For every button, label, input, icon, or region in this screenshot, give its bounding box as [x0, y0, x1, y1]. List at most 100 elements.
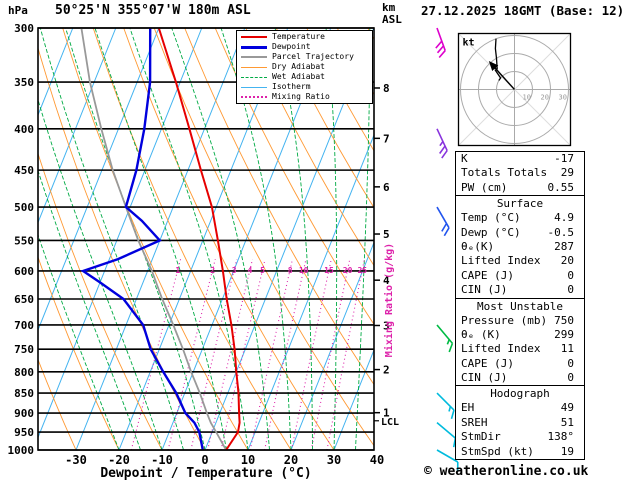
legend-label: Dry Adiabat — [272, 62, 325, 71]
storm-motion-arrow — [488, 60, 516, 90]
pressure-tick-label: 800 — [14, 366, 34, 379]
stat-row: K -17 — [456, 152, 584, 166]
stat-value: 287 — [554, 239, 574, 253]
stat-value: 51 — [560, 415, 574, 429]
pressure-tick-label: 900 — [14, 407, 34, 420]
mixing-ratio-value-label: 5 — [260, 266, 265, 275]
stat-label: CIN (J) — [461, 283, 508, 297]
stat-row: Dewp (°C) -0.5 — [456, 226, 584, 240]
wet-adiabat-line — [65, 28, 206, 450]
stat-label: StmSpd (kt) — [461, 444, 534, 458]
pressure-tick-label: 1000 — [8, 444, 35, 457]
dry-adiabat-line — [38, 358, 77, 450]
mixing-ratio-value-label: 10 — [299, 266, 309, 275]
lcl-label: LCL — [381, 417, 399, 428]
stats-panel: K -17 Totals Totals 29 PW (cm) 0.55 Surface Tem… — [455, 151, 585, 461]
legend-item: Dry Adiabat — [237, 62, 372, 72]
stat-value: 49 — [560, 401, 574, 415]
pressure-tick-label: 350 — [14, 76, 34, 89]
stat-value: 20 — [560, 254, 574, 268]
wind-barb — [436, 449, 459, 472]
stat-label: θₑ (K) — [461, 327, 501, 341]
isotherm-line — [333, 348, 374, 450]
legend-item: Isotherm — [237, 82, 372, 92]
isotherm-line — [38, 28, 117, 224]
mixing-ratio-line — [207, 258, 254, 450]
wind-barb — [436, 324, 454, 353]
pressure-tick-label: 850 — [14, 387, 34, 400]
mixing-ratio-value-label: 2 — [210, 266, 215, 275]
km-tick-label: 8 — [383, 82, 390, 95]
altitude-axis-unit: km ASL — [382, 2, 402, 26]
stat-value: 750 — [554, 313, 574, 327]
stat-row: Totals Totals 29 — [456, 166, 584, 180]
hodograph-ring-label: 20 — [541, 94, 549, 102]
mixing-ratio-value-label: 15 — [324, 266, 334, 275]
stats-section-most-unstable: Most Unstable Pressure (mb) 750 θₑ (K) 299 Li… — [456, 297, 584, 386]
stat-value: 0 — [567, 268, 574, 282]
isotherm-line — [247, 133, 374, 450]
hodograph-ring-label: 10 — [523, 94, 531, 102]
hodograph-frame — [457, 32, 572, 147]
temp-tick-label: 10 — [241, 453, 255, 467]
legend-label: Temperature — [272, 32, 325, 41]
mixing-ratio-line — [190, 258, 238, 450]
stat-row: Temp (°C) 4.9 — [456, 211, 584, 225]
km-tick-label: 5 — [383, 228, 390, 241]
km-tick-label: 7 — [383, 132, 390, 145]
wet-adiabat-line — [39, 28, 184, 450]
pressure-tick-label: 650 — [14, 293, 34, 306]
mixing-ratio-line — [264, 258, 307, 450]
stat-row: θₑ(K) 287 — [456, 240, 584, 254]
section-title: Most Unstable — [476, 299, 564, 313]
stat-value: 0 — [567, 356, 574, 370]
stat-row: CIN (J) 0 — [456, 371, 584, 385]
legend-label: Parcel Trajectory — [272, 52, 354, 61]
pressure-tick-label: 750 — [14, 343, 34, 356]
isotherm-line — [38, 28, 203, 439]
stat-label: Totals Totals — [461, 166, 548, 180]
temp-tick-label: 40 — [370, 453, 384, 467]
temperature-curve — [157, 28, 241, 450]
pressure-tick-label: 450 — [14, 164, 34, 177]
pressure-tick-label: 700 — [14, 319, 34, 332]
stat-value: 19 — [560, 444, 574, 458]
mixing-ratio-value-label: 4 — [248, 266, 253, 275]
stat-label: CIN (J) — [461, 371, 508, 385]
pressure-tick-label: 500 — [14, 201, 34, 214]
copyright-text: © weatheronline.co.uk — [424, 464, 589, 479]
stat-row: CIN (J) 0 — [456, 283, 584, 297]
stat-value: -17 — [554, 152, 574, 165]
legend-label: Isotherm — [272, 82, 311, 91]
legend-line-swatch — [241, 56, 267, 58]
stat-label: EH — [461, 401, 475, 415]
stat-label: CAPE (J) — [461, 268, 514, 282]
hodograph-ring — [496, 71, 533, 108]
stat-label: PW (cm) — [461, 180, 508, 194]
stat-label: θₑ(K) — [461, 239, 495, 253]
wind-barb — [436, 392, 455, 420]
stat-value: 0 — [567, 283, 574, 297]
stat-label: Pressure (mb) — [461, 313, 548, 327]
temp-tick-label: 0 — [201, 453, 208, 467]
wind-barb — [436, 206, 450, 237]
stat-row: Pressure (mb) 750 — [456, 314, 584, 328]
legend-line-swatch — [241, 96, 267, 98]
hodograph-unit-label: kt — [463, 38, 475, 49]
section-title: Surface — [496, 197, 544, 211]
plot-frame — [37, 27, 375, 451]
isotherm-line — [290, 241, 374, 450]
dry-adiabat-line — [275, 28, 374, 209]
temp-tick-label: -10 — [151, 453, 173, 467]
parcel-trajectory-curve — [80, 28, 227, 450]
legend-line-swatch — [241, 76, 267, 78]
mixing-ratio-line — [249, 258, 294, 450]
stat-value: 0 — [567, 371, 574, 385]
legend-label: Mixing Ratio — [272, 92, 330, 101]
mixing-ratio-line — [290, 258, 332, 450]
hodograph-ring — [460, 35, 569, 144]
stat-row: StmDir 138° — [456, 430, 584, 444]
pressure-tick-label: 600 — [14, 265, 34, 278]
mixing-ratio-value-label: 8 — [288, 266, 293, 275]
dry-adiabat-line — [245, 28, 374, 267]
